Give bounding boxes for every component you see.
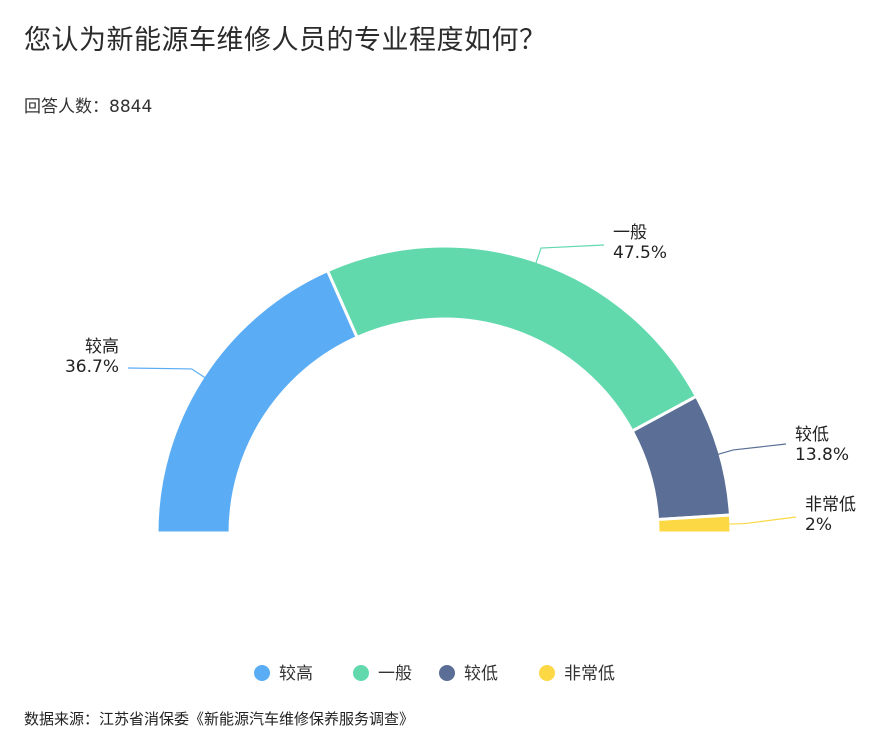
- slice-average: [325, 244, 699, 434]
- slice-label-value-very-low: 2%: [805, 515, 832, 535]
- slice-very-low: [655, 513, 733, 535]
- chart-title: 您认为新能源车维修人员的专业程度如何？: [24, 25, 547, 56]
- slice-higher: [155, 268, 360, 535]
- respondent-count: 回答人数：8844: [24, 97, 153, 117]
- slice-label-name-higher: 较高: [85, 337, 119, 357]
- legend-label-average[interactable]: 一般: [378, 664, 412, 684]
- leader-line-lower: [713, 443, 787, 457]
- slice-label-value-lower: 13.8%: [795, 445, 849, 465]
- leader-line-average: [534, 244, 605, 268]
- slice-label-value-average: 47.5%: [613, 243, 667, 263]
- leader-line-very-low: [724, 516, 797, 525]
- data-source: 数据来源：江苏省消保委《新能源汽车维修保养服务调查》: [24, 710, 415, 728]
- legend-label-lower[interactable]: 较低: [464, 664, 498, 684]
- slice-label-value-higher: 36.7%: [65, 357, 119, 377]
- legend-marker-very-low[interactable]: [539, 665, 555, 681]
- legend-marker-higher[interactable]: [254, 665, 270, 681]
- legend-label-higher[interactable]: 较高: [279, 664, 313, 684]
- leader-line-higher: [127, 367, 209, 381]
- slice-label-name-lower: 较低: [795, 425, 829, 445]
- slice-label-name-average: 一般: [613, 223, 647, 243]
- legend-marker-average[interactable]: [353, 665, 369, 681]
- slice-label-name-very-low: 非常低: [805, 495, 856, 515]
- legend-label-very-low[interactable]: 非常低: [564, 664, 615, 684]
- legend-marker-lower[interactable]: [439, 665, 455, 681]
